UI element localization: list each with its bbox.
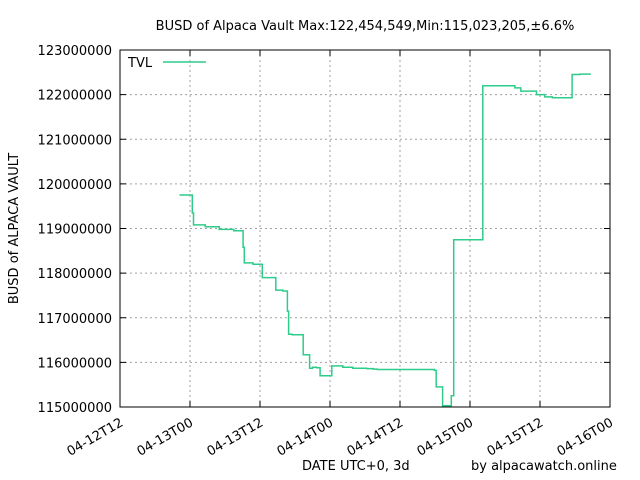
- legend: TVL: [127, 56, 206, 71]
- x-tick-label: 04-15T00: [415, 415, 476, 459]
- credit-text: by alpacawatch.online: [471, 459, 617, 474]
- x-tick-label: 04-13T00: [135, 415, 196, 459]
- y-tick-label: 121000000: [38, 133, 112, 148]
- y-tick-label: 116000000: [38, 356, 112, 371]
- y-tick-label: 122000000: [38, 89, 112, 104]
- grid-lines: [120, 50, 610, 407]
- y-axis-ticks: 115000000 116000000 117000000 118000000 1190…: [38, 44, 610, 416]
- x-tick-label: 04-14T12: [345, 415, 406, 459]
- y-tick-label: 123000000: [38, 44, 112, 59]
- x-tick-label: 04-14T00: [275, 415, 336, 459]
- y-tick-label: 119000000: [38, 223, 112, 238]
- plot-frame: [119, 49, 611, 408]
- tvl-series-line: [179, 73, 591, 407]
- y-tick-label: 118000000: [38, 267, 112, 282]
- x-tick-label: 04-13T12: [205, 415, 266, 459]
- x-tick-label: 04-16T00: [555, 415, 616, 459]
- legend-entry-tvl: TVL: [127, 56, 153, 71]
- y-tick-label: 120000000: [38, 178, 112, 193]
- x-axis-ticks: 04-12T12 04-13T00 04-13T12 04-14T00 04-14T12…: [65, 50, 616, 460]
- x-axis-label: DATE UTC+0, 3d: [302, 459, 410, 474]
- chart-title: BUSD of Alpaca Vault Max:122,454,549,Min…: [156, 19, 575, 34]
- y-tick-label: 117000000: [38, 312, 112, 327]
- y-tick-label: 115000000: [38, 401, 112, 416]
- x-tick-label: 04-12T12: [65, 415, 126, 459]
- x-tick-label: 04-15T12: [485, 415, 546, 459]
- y-axis-label: BUSD of ALPACA VAULT: [7, 153, 22, 304]
